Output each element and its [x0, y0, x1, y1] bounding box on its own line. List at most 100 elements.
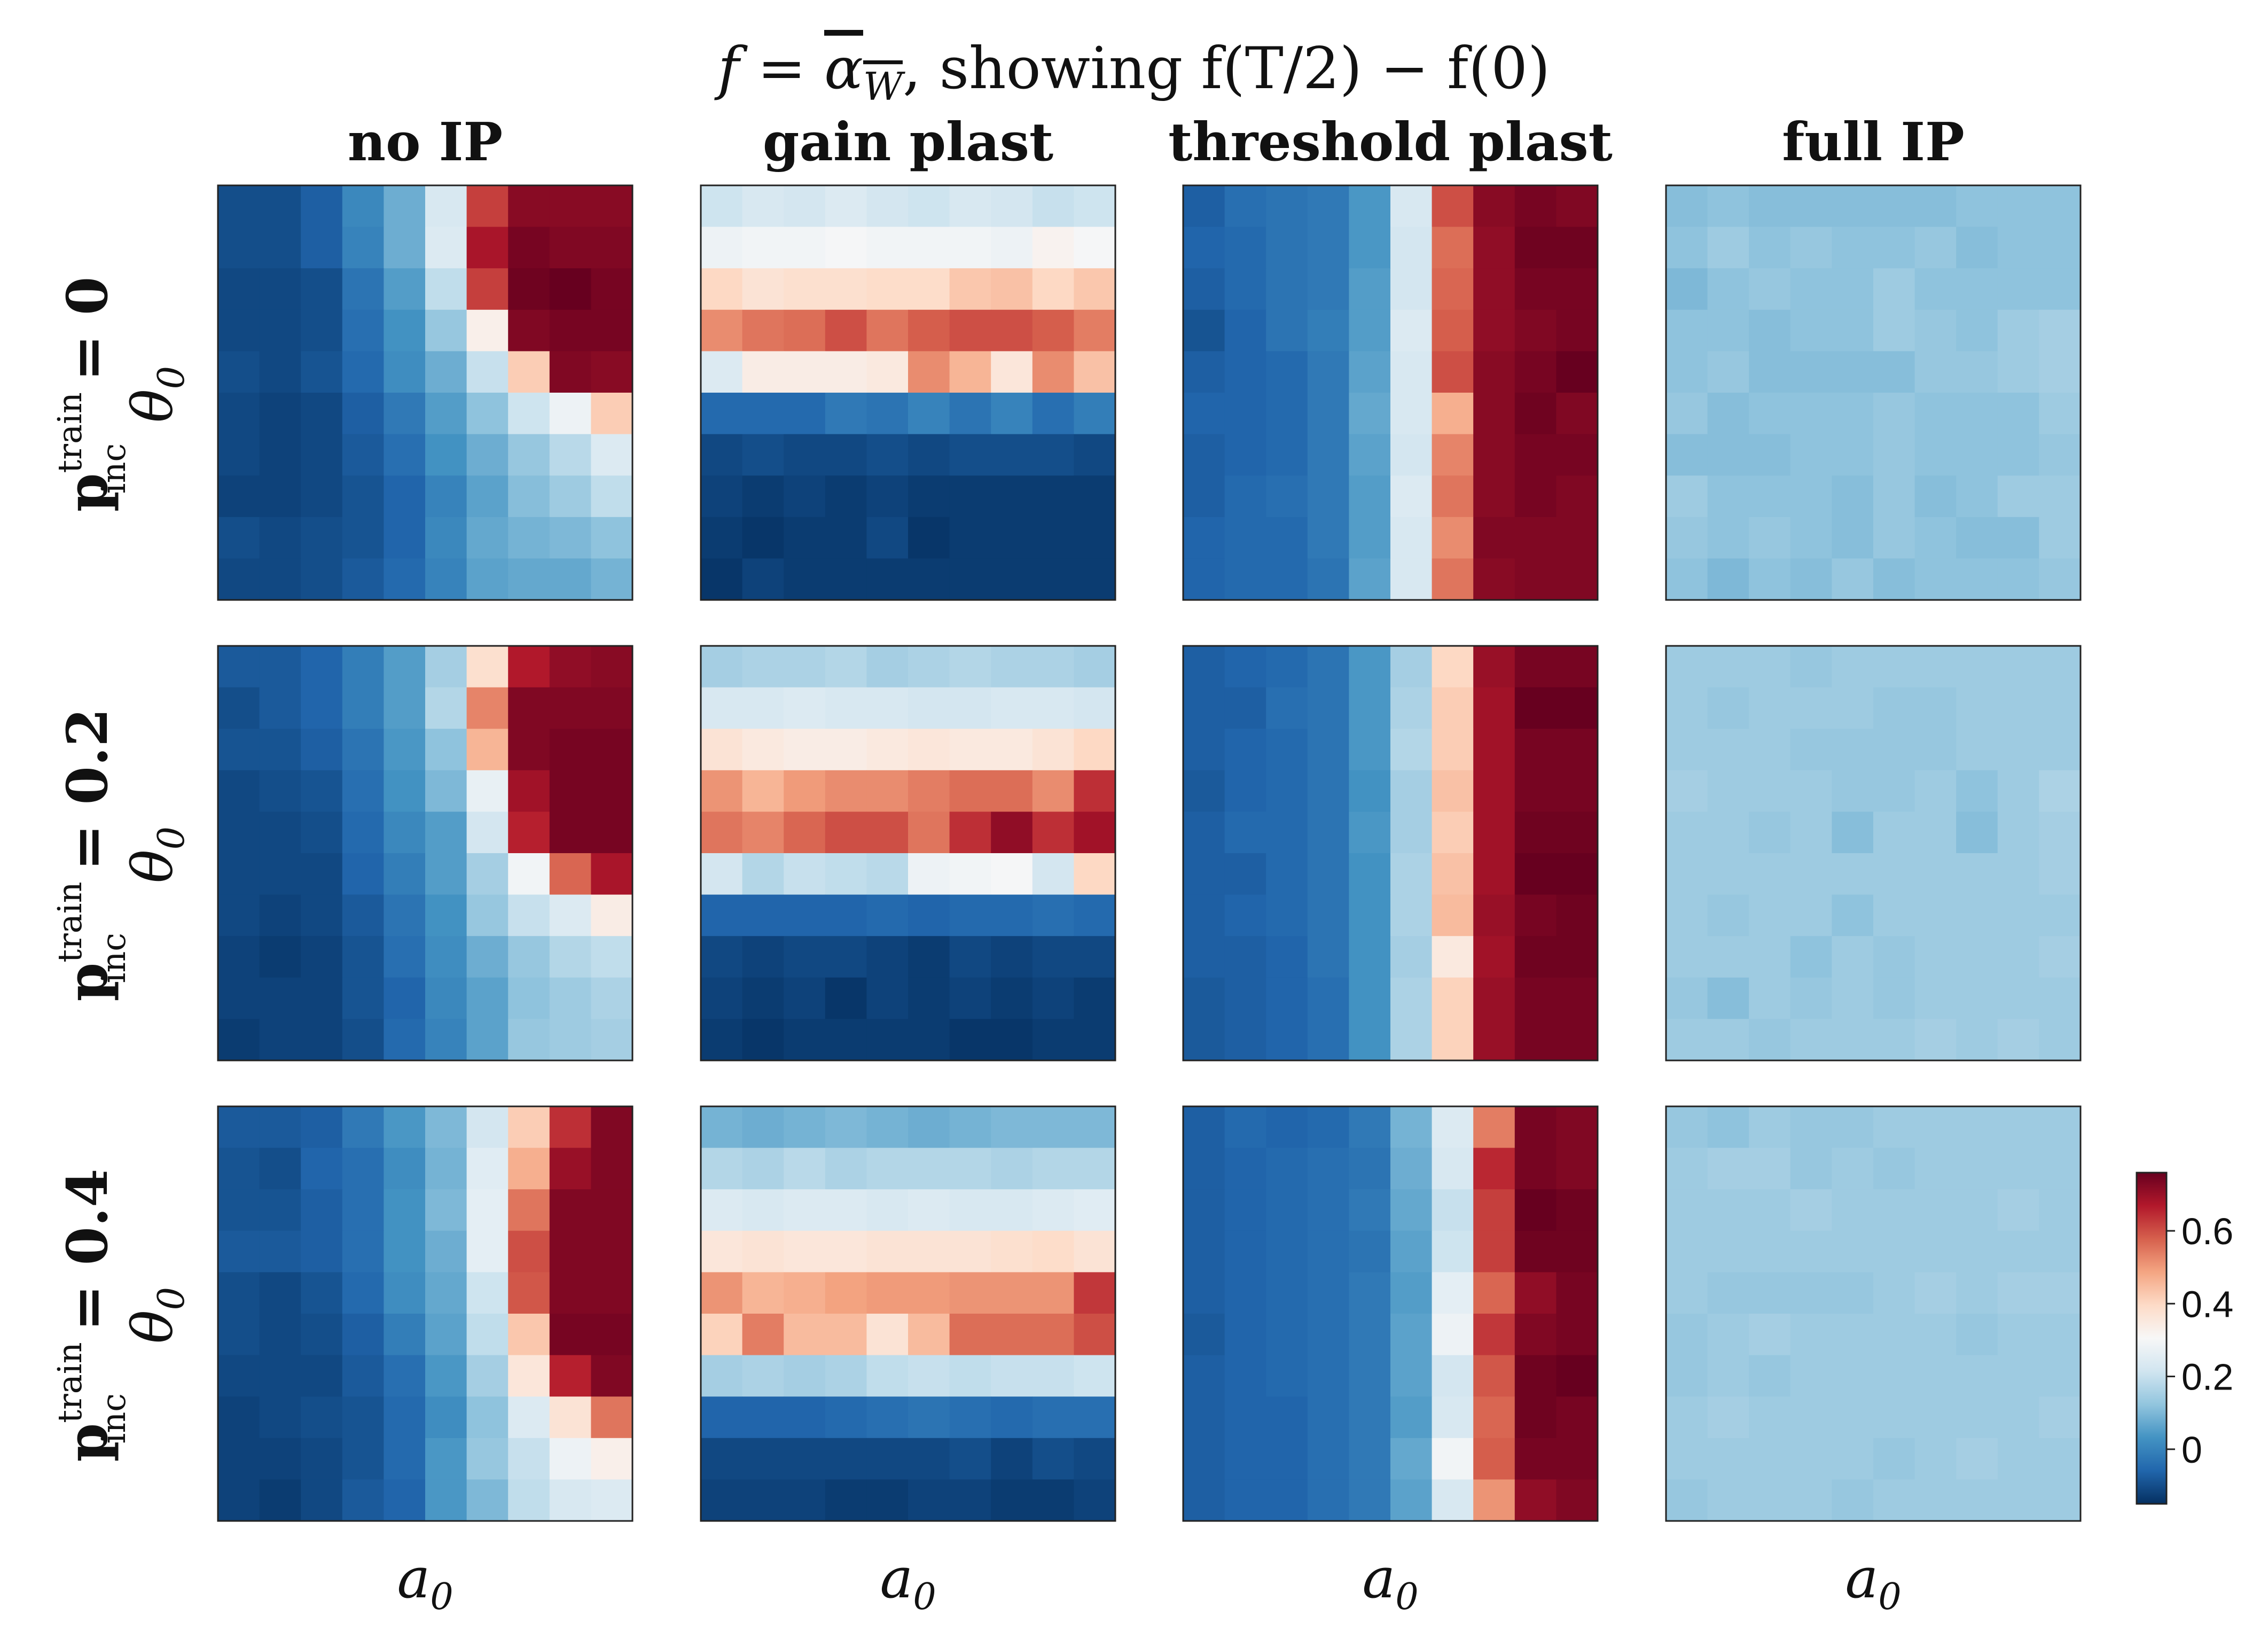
- heatmap-cell: [701, 894, 743, 936]
- heatmap-cell: [259, 475, 301, 518]
- heatmap-cell: [591, 646, 633, 688]
- heatmap-cell: [1790, 977, 1832, 1019]
- heatmap-cell: [425, 894, 467, 936]
- heatmap-cell: [701, 475, 743, 518]
- heatmap-cell: [508, 1148, 550, 1190]
- heatmap-cell: [591, 393, 633, 435]
- heatmap-cell: [908, 434, 950, 476]
- heatmap-cell: [825, 227, 867, 269]
- heatmap-cell: [1432, 268, 1474, 310]
- heatmap-cell: [908, 729, 950, 771]
- heatmap-cell: [1307, 393, 1349, 435]
- title-overline-sub: W: [863, 64, 905, 109]
- heatmap-cell: [949, 977, 991, 1019]
- heatmap-cell: [425, 936, 467, 978]
- heatmap-cell: [1307, 1355, 1349, 1397]
- heatmap-cell: [591, 1230, 633, 1273]
- heatmap-cell: [1514, 811, 1557, 854]
- heatmap-cell: [908, 770, 950, 812]
- heatmap-cell: [384, 1230, 426, 1273]
- heatmap-cell: [1074, 1019, 1116, 1061]
- heatmap-cell: [1914, 1272, 1957, 1314]
- heatmap-cell: [1749, 1189, 1791, 1231]
- heatmap-cell: [742, 729, 784, 771]
- heatmap-cell: [1224, 558, 1266, 600]
- heatmap-cell: [549, 1019, 591, 1061]
- heatmap-cell: [1666, 558, 1708, 600]
- heatmap-cell: [701, 1019, 743, 1061]
- heatmap-cell: [1032, 729, 1074, 771]
- heatmap-cell: [866, 1479, 909, 1521]
- heatmap-cell: [1514, 227, 1557, 269]
- heatmap-cell: [2039, 1189, 2081, 1231]
- heatmap-cell: [1514, 1355, 1557, 1397]
- heatmap-cell: [1997, 811, 2039, 854]
- heatmap-cell: [301, 1272, 343, 1314]
- heatmap-cell: [549, 434, 591, 476]
- heatmap-cell: [908, 1189, 950, 1231]
- heatmap-cell: [991, 770, 1033, 812]
- heatmap-cell: [949, 268, 991, 310]
- heatmap-cell: [1514, 1438, 1557, 1480]
- heatmap-cell: [1873, 558, 1915, 600]
- heatmap-cell: [218, 936, 260, 978]
- heatmap-cell: [991, 434, 1033, 476]
- heatmap-cell: [384, 1479, 426, 1521]
- heatmap-cell: [1266, 393, 1308, 435]
- heatmap-cell: [991, 1438, 1033, 1480]
- heatmap-cell: [466, 1272, 509, 1314]
- heatmap-cell: [218, 309, 260, 352]
- heatmap-cell: [1349, 475, 1391, 518]
- heatmap-cell: [425, 393, 467, 435]
- heatmap-cell: [508, 1314, 550, 1356]
- heatmap-cell: [218, 1019, 260, 1061]
- heatmap-cell: [1749, 1314, 1791, 1356]
- heatmap-cell: [1666, 687, 1708, 729]
- heatmap-cell: [508, 646, 550, 688]
- heatmap-cell: [1556, 1230, 1598, 1273]
- heatmap-cell: [866, 475, 909, 518]
- heatmap-cell: [742, 811, 784, 854]
- heatmap-cell: [908, 517, 950, 559]
- heatmap-cell: [259, 1272, 301, 1314]
- heatmap-cell: [1666, 517, 1708, 559]
- heatmap-cell: [1707, 1438, 1749, 1480]
- heatmap-cell: [991, 227, 1033, 269]
- heatmap-cell: [908, 1230, 950, 1273]
- heatmap-cell: [784, 475, 826, 518]
- heatmap-cell: [2039, 517, 2081, 559]
- heatmap-cell: [908, 393, 950, 435]
- heatmap-cell: [1473, 268, 1515, 310]
- row-label-0-symbol: p: [54, 473, 120, 512]
- heatmap-cell: [1473, 309, 1515, 352]
- heatmap-cell: [908, 558, 950, 600]
- heatmap-cell: [1432, 977, 1474, 1019]
- heatmap-cell: [2039, 1019, 2081, 1061]
- heatmap-cell: [1432, 770, 1474, 812]
- heatmap-cell: [1873, 853, 1915, 895]
- heatmap-cell: [1556, 434, 1598, 476]
- heatmap-cell: [1473, 227, 1515, 269]
- heatmap-cell: [1390, 309, 1433, 352]
- heatmap-cell: [1349, 393, 1391, 435]
- heatmap-cell: [825, 646, 867, 688]
- heatmap-cell: [1749, 227, 1791, 269]
- heatmap-cell: [1074, 687, 1116, 729]
- heatmap-cell: [1224, 853, 1266, 895]
- heatmap-cell: [1556, 227, 1598, 269]
- heatmap-cell: [1832, 434, 1874, 476]
- heatmap-cell: [1749, 1019, 1791, 1061]
- heatmap-cell: [949, 687, 991, 729]
- heatmap-cell: [384, 1148, 426, 1190]
- heatmap-cell: [259, 1438, 301, 1480]
- heatmap-cell: [2039, 558, 2081, 600]
- heatmap-cell: [1224, 1230, 1266, 1273]
- heatmap-cell: [1307, 185, 1349, 228]
- heatmap-cell: [549, 517, 591, 559]
- heatmap-cell: [1349, 351, 1391, 393]
- heatmap-cell: [1997, 558, 2039, 600]
- heatmap-cell: [259, 351, 301, 393]
- heatmap-cell: [1514, 646, 1557, 688]
- heatmap-cell: [342, 687, 384, 729]
